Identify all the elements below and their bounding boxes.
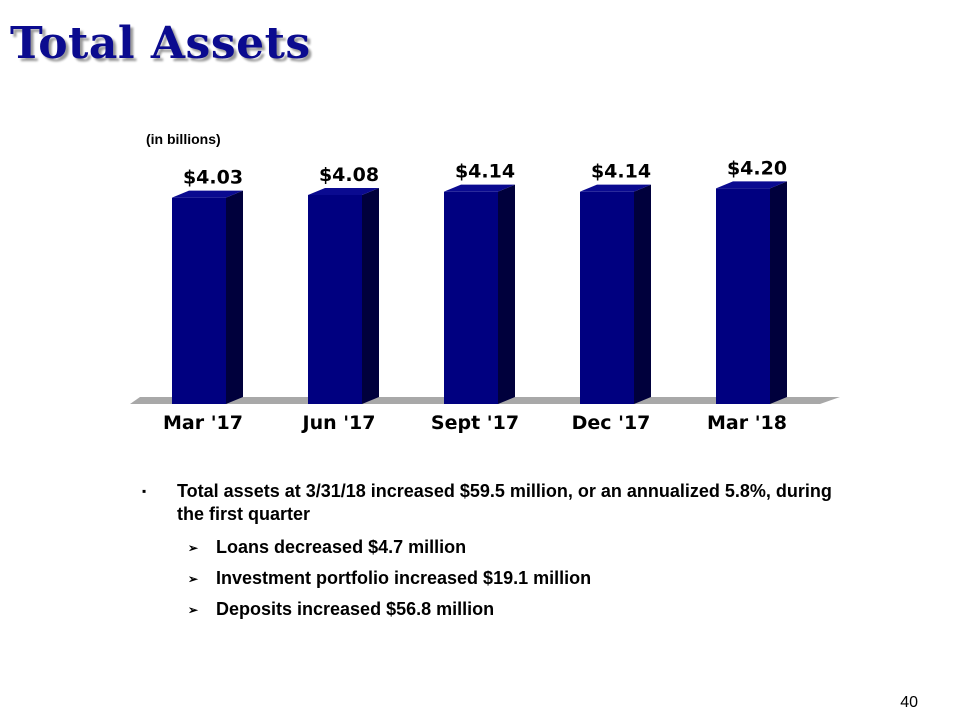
sub-bullet-list: ➢ Loans decreased $4.7 million ➢ Investm… <box>140 532 840 625</box>
x-tick-label: Jun '17 <box>301 412 376 434</box>
data-label: $4.14 <box>455 161 515 183</box>
sub-bullet-loans: ➢ Loans decreased $4.7 million <box>188 532 840 563</box>
bar-side <box>226 190 243 404</box>
bar-front <box>580 191 634 404</box>
data-label: $4.08 <box>319 164 379 186</box>
units-note: (in billions) <box>146 131 221 147</box>
bar-4 <box>580 184 651 404</box>
bar-front <box>716 188 770 404</box>
bar-top <box>308 187 379 195</box>
page-number: 40 <box>900 694 918 711</box>
x-tick-label: Dec '17 <box>572 412 651 434</box>
arrow-bullet-icon: ➢ <box>188 602 199 617</box>
bar-side <box>634 184 651 404</box>
arrow-bullet-icon: ➢ <box>188 540 199 555</box>
sub-bullet-text: Investment portfolio increased $19.1 mil… <box>216 568 592 588</box>
x-tick-label: Mar '18 <box>707 412 787 434</box>
sub-bullet-deposits: ➢ Deposits increased $56.8 million <box>188 594 840 625</box>
square-bullet-icon: ▪ <box>142 484 147 498</box>
bar-top <box>172 190 243 198</box>
data-label: $4.20 <box>727 157 787 179</box>
main-bullet: ▪ Total assets at 3/31/18 increased $59.… <box>140 480 840 526</box>
bar-2 <box>308 187 379 404</box>
x-tick-label: Mar '17 <box>163 412 243 434</box>
bar-5 <box>716 181 787 404</box>
bar-front <box>172 197 226 404</box>
arrow-bullet-icon: ➢ <box>188 571 199 586</box>
bar-side <box>498 184 515 404</box>
bar-top <box>444 184 515 192</box>
bar-3 <box>444 184 515 404</box>
sub-bullet-text: Loans decreased $4.7 million <box>216 537 467 557</box>
bullet-list: ▪ Total assets at 3/31/18 increased $59.… <box>140 480 840 625</box>
bar-1 <box>172 190 243 404</box>
sub-bullet-text: Deposits increased $56.8 million <box>216 599 495 619</box>
main-bullet-text: Total assets at 3/31/18 increased $59.5 … <box>177 481 832 524</box>
bar-side <box>362 187 379 404</box>
data-label: $4.03 <box>183 167 243 189</box>
data-label: $4.14 <box>591 161 651 183</box>
bar-front <box>444 191 498 404</box>
bar-side <box>770 181 787 404</box>
bar-chart: $4.03 Mar '17 $4.08 Jun '17 $4.14 Sept '17 $4.… <box>130 157 840 434</box>
slide-title: Total Assets <box>10 18 311 69</box>
bar-front <box>308 194 362 404</box>
x-tick-label: Sept '17 <box>431 412 519 434</box>
bar-top <box>716 181 787 189</box>
bar-top <box>580 184 651 192</box>
sub-bullet-investment: ➢ Investment portfolio increased $19.1 m… <box>188 563 840 594</box>
